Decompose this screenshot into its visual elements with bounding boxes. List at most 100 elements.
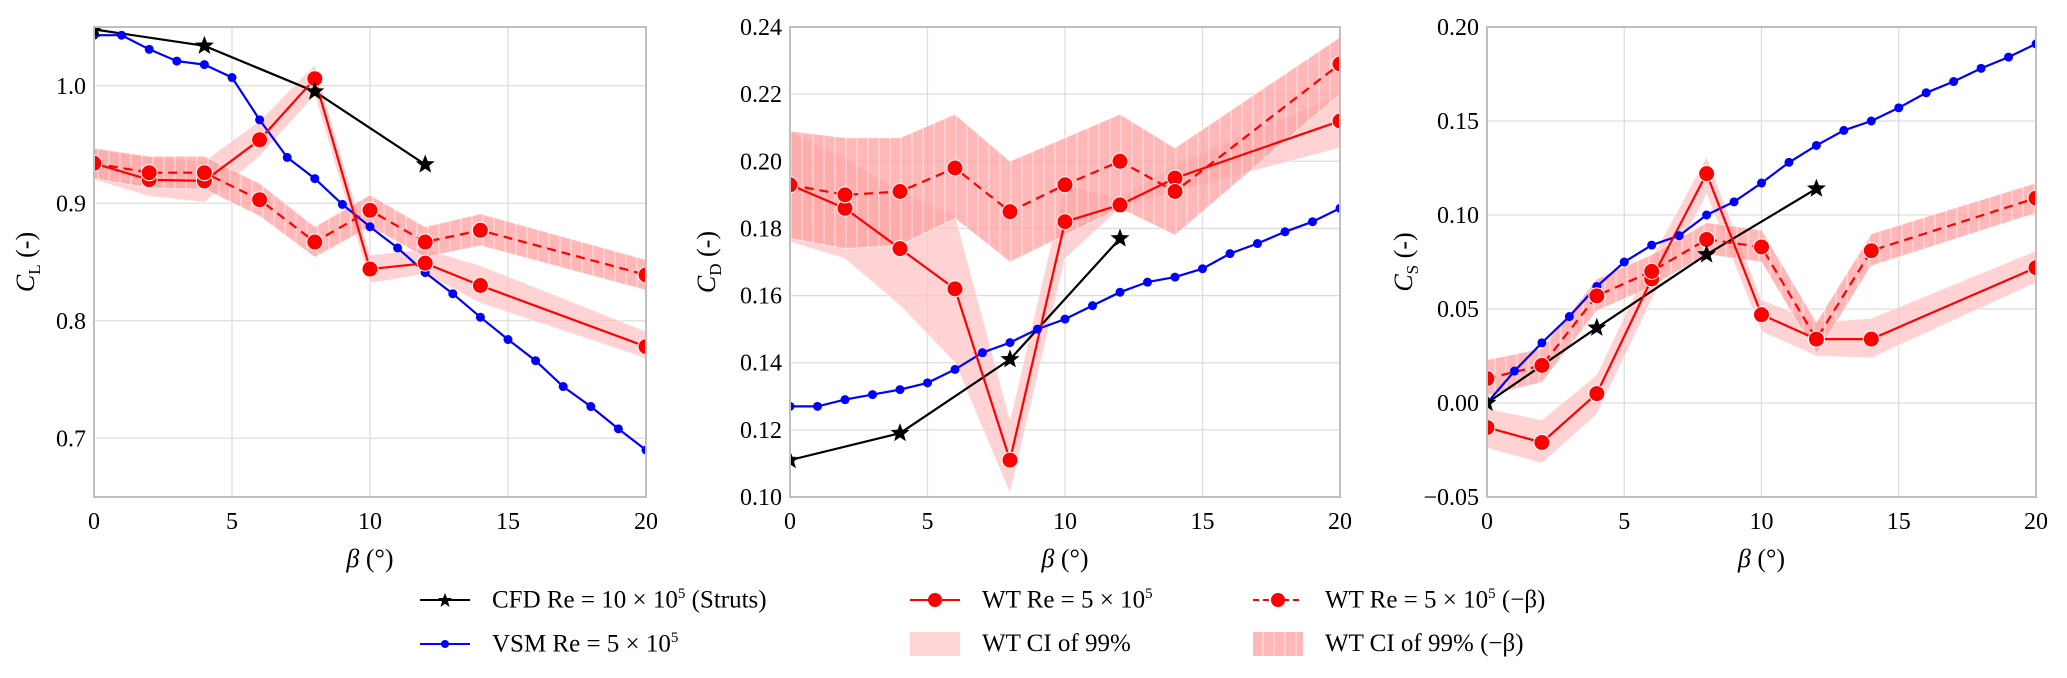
point-wt-neg: [416, 233, 434, 251]
point-cfd: [1487, 393, 1497, 412]
point-wt-neg: [836, 186, 854, 204]
y-axis-label: CD (-): [692, 231, 725, 293]
point-vsm: [1757, 178, 1766, 188]
y-axis-label-symbol: C: [1389, 274, 1418, 292]
x-tick-label: 10: [1750, 509, 1774, 535]
point-vsm: [1088, 301, 1097, 311]
y-axis-label-subscript: D: [706, 263, 725, 275]
x-tick-label: 20: [634, 509, 658, 535]
point-vsm: [1949, 77, 1959, 87]
x-axis-label-symbol: β: [345, 544, 359, 573]
y-tick-label: 0.8: [56, 309, 86, 335]
legend-item-wt: WT Re = 5 × 105: [910, 582, 1153, 618]
point-wt-neg: [1807, 330, 1825, 348]
legend: CFD Re = 10 × 105 (Struts) WT Re = 5 × 1…: [420, 582, 1720, 672]
point-vsm: [1335, 203, 1340, 213]
ci-band-wt-neg: [1487, 182, 2036, 397]
point-vsm: [790, 401, 795, 411]
y-axis-label-subscript: L: [25, 264, 44, 274]
point-cfd: [1000, 349, 1020, 368]
axes-frame: [789, 26, 1341, 498]
point-wt: [1056, 213, 1074, 231]
point-vsm: [813, 401, 822, 411]
x-tick-label: 15: [1887, 509, 1911, 535]
legend-label-vsm: VSM Re = 5 × 105: [492, 629, 679, 658]
y-axis-label: CS (-): [1389, 232, 1422, 291]
point-cfd: [415, 154, 435, 173]
cd-subplot: 0 5 10 15 20 0.10 0.12 0.14 0.16 0.18 0.20 0.22 0.24…: [692, 15, 1352, 573]
point-vsm: [227, 73, 237, 83]
legend-item-ci: WT CI of 99%: [910, 626, 1131, 662]
y-tick-label: −0.05: [1423, 485, 1479, 511]
legend-label-wt: WT Re = 5 × 105: [982, 585, 1153, 614]
point-vsm: [1308, 217, 1317, 227]
point-vsm: [895, 385, 905, 395]
point-wt-neg: [1487, 370, 1496, 388]
point-vsm: [1702, 210, 1712, 220]
series-line-cfd: [790, 237, 1121, 462]
x-tick-label: 15: [1191, 509, 1215, 535]
point-vsm: [1784, 157, 1794, 167]
point-wt: [1331, 112, 1340, 130]
point-wt: [1487, 418, 1496, 436]
point-vsm: [531, 356, 541, 366]
legend-label-ci: WT CI of 99%: [982, 630, 1131, 657]
point-vsm: [1674, 231, 1684, 241]
point-wt-neg: [1862, 242, 1880, 260]
point-wt: [1588, 385, 1606, 403]
point-vsm: [1647, 240, 1657, 250]
point-cfd: [790, 450, 800, 469]
point-vsm: [1619, 257, 1629, 267]
legend-key-wt-neg-marker-icon: [1253, 593, 1303, 607]
point-vsm: [2031, 39, 2036, 49]
point-vsm: [1811, 140, 1821, 150]
point-vsm: [144, 44, 154, 54]
x-axis-label: β (°): [1737, 544, 1785, 573]
point-vsm: [255, 115, 265, 125]
point-wt-neg: [1001, 203, 1019, 221]
point-wt-neg: [790, 176, 799, 194]
point-vsm: [282, 152, 292, 162]
y-tick-label: 0.10: [740, 485, 782, 511]
point-vsm: [1866, 116, 1876, 126]
y-axis-label-unit: (-): [692, 231, 721, 263]
point-vsm: [586, 402, 596, 412]
legend-key-wt-marker-icon: [910, 593, 960, 607]
point-vsm: [172, 56, 182, 66]
x-tick-label: 10: [1053, 509, 1077, 535]
point-wt: [416, 254, 434, 272]
point-vsm: [365, 222, 375, 232]
y-axis-label-symbol: C: [11, 274, 40, 292]
point-vsm: [558, 382, 568, 392]
x-axis-label-unit: (°): [1751, 544, 1785, 573]
point-cfd: [1806, 178, 1826, 197]
x-axis-label-symbol: β: [1040, 544, 1054, 573]
point-vsm: [393, 243, 403, 253]
point-wt-neg: [471, 221, 489, 239]
point-vsm: [199, 60, 209, 70]
y-tick-label: 0.24: [740, 15, 782, 41]
point-cfd: [1110, 228, 1130, 247]
x-tick-label: 5: [226, 509, 238, 535]
plot-area: [790, 36, 1340, 496]
point-vsm: [1005, 338, 1015, 348]
x-tick-label: 10: [358, 509, 382, 535]
point-vsm: [1729, 197, 1739, 207]
point-wt-neg: [251, 191, 269, 209]
point-wt-neg: [140, 164, 158, 182]
point-vsm: [475, 312, 485, 322]
point-wt-neg: [2027, 189, 2036, 207]
point-cfd: [194, 35, 214, 54]
point-vsm: [1033, 324, 1042, 334]
point-vsm: [1921, 88, 1931, 98]
legend-key-cfd-star-icon: [420, 593, 470, 607]
point-wt: [1753, 306, 1770, 324]
y-tick-label: 0.05: [1437, 297, 1479, 323]
axes-frame: [93, 26, 647, 498]
point-wt: [251, 131, 269, 149]
y-tick-label: 0.20: [740, 149, 782, 175]
point-wt-neg: [1056, 176, 1074, 194]
y-tick-label: 0.20: [1437, 15, 1479, 41]
legend-item-ci-neg: WT CI of 99% (−β): [1253, 626, 1524, 662]
